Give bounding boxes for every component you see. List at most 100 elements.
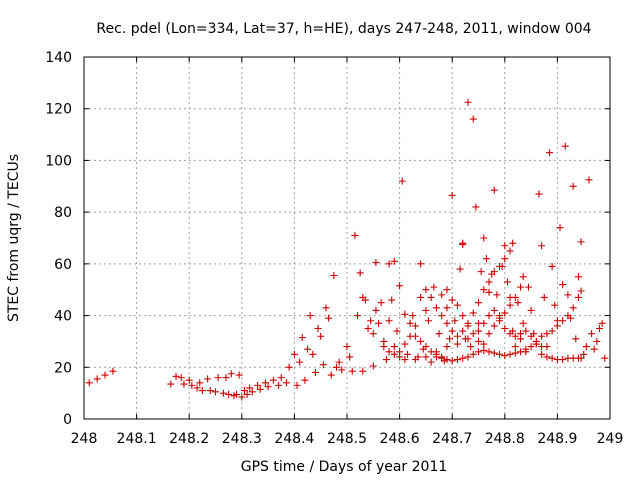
data-point [438, 312, 446, 320]
y-tick-label: 0 [63, 412, 72, 428]
data-point [496, 262, 504, 270]
y-tick-label: 40 [54, 309, 72, 325]
data-point [527, 306, 535, 314]
data-point [453, 340, 461, 348]
data-point [448, 357, 456, 365]
data-point [501, 309, 509, 317]
data-point [593, 337, 601, 345]
data-point [254, 381, 262, 389]
data-point [485, 330, 493, 338]
data-point [490, 349, 498, 357]
data-point [285, 363, 293, 371]
data-point [538, 343, 546, 351]
data-point [438, 353, 446, 361]
data-point [304, 345, 312, 353]
x-tick-label: 248.5 [327, 431, 367, 447]
data-point [411, 332, 419, 340]
data-point [222, 374, 230, 382]
data-point [467, 343, 475, 351]
data-point [464, 353, 472, 361]
data-point [185, 376, 193, 384]
data-point [598, 319, 606, 327]
data-point [459, 312, 467, 320]
data-point [356, 269, 364, 277]
data-point [204, 375, 212, 383]
data-point [559, 317, 567, 325]
data-point [472, 203, 480, 211]
data-point [390, 343, 398, 351]
data-point [477, 268, 485, 276]
data-point [372, 259, 380, 267]
chart-title: Rec. pdel (Lon=334, Lat=37, h=HE), days … [96, 21, 591, 37]
data-point [377, 299, 385, 307]
y-tick-label: 100 [45, 153, 72, 169]
data-point [396, 282, 404, 290]
data-point [506, 350, 514, 358]
data-point [332, 363, 340, 371]
data-point [214, 374, 222, 382]
data-point [572, 335, 580, 343]
data-point [485, 288, 493, 296]
data-point [448, 191, 456, 199]
data-point [196, 379, 204, 387]
data-point [490, 306, 498, 314]
data-point [206, 387, 214, 395]
data-point [422, 306, 430, 314]
data-point [556, 224, 564, 232]
data-point [490, 322, 498, 330]
data-point [538, 350, 546, 358]
data-point [511, 343, 519, 351]
data-point [406, 319, 414, 327]
data-point [322, 304, 330, 312]
x-tick-label: 249 [597, 431, 624, 447]
data-point [485, 348, 493, 356]
data-point [453, 332, 461, 340]
data-point [538, 332, 546, 340]
data-point [459, 354, 467, 362]
data-point [519, 319, 527, 327]
data-point [464, 335, 472, 343]
data-point [296, 358, 304, 366]
data-point [425, 317, 433, 325]
y-tick-label: 80 [54, 205, 72, 221]
data-point [543, 353, 551, 361]
data-point [569, 182, 577, 190]
x-tick-label: 248.4 [274, 431, 314, 447]
data-point [238, 393, 246, 401]
data-point [417, 293, 425, 301]
data-point [372, 306, 380, 314]
data-point [517, 330, 525, 338]
data-point [319, 361, 327, 369]
data-point [480, 340, 488, 348]
data-point [401, 356, 409, 364]
data-point [548, 262, 556, 270]
data-point [390, 350, 398, 358]
data-point [582, 343, 590, 351]
data-point [385, 317, 393, 325]
data-point [574, 293, 582, 301]
y-tick-label: 140 [45, 50, 72, 66]
data-point [501, 242, 509, 250]
data-point [188, 381, 196, 389]
data-point [443, 356, 451, 364]
data-point [480, 286, 488, 294]
data-point [503, 278, 511, 286]
data-point [390, 257, 398, 265]
data-point [546, 149, 554, 157]
data-point [543, 330, 551, 338]
data-point [453, 301, 461, 309]
data-point [511, 349, 519, 357]
data-point [325, 314, 333, 322]
x-tick-label: 248.6 [380, 431, 420, 447]
data-point [219, 389, 227, 397]
data-point [246, 384, 254, 392]
data-point [480, 346, 488, 354]
data-point [553, 322, 561, 330]
y-axis-label: STEC from uqrg / TECUs [6, 154, 22, 322]
data-point [469, 309, 477, 317]
data-point [212, 388, 219, 396]
data-point [225, 390, 233, 398]
data-point [382, 356, 390, 364]
data-point [351, 231, 359, 239]
